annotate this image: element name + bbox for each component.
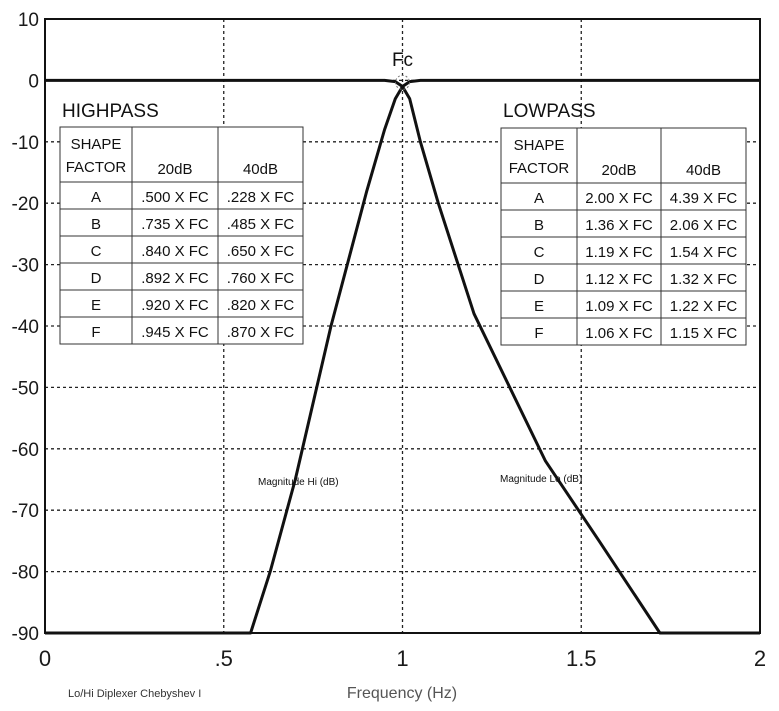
- lowpass-cell: C: [534, 244, 545, 261]
- highpass-cell: D: [91, 270, 102, 287]
- lowpass-header-factor: FACTOR: [509, 160, 570, 177]
- highpass-cell: .485 X FC: [227, 216, 295, 233]
- lowpass-cell: B: [534, 217, 544, 234]
- lowpass-cell: 1.12 X FC: [585, 271, 653, 288]
- lowpass-title: LOWPASS: [503, 101, 596, 122]
- highpass-cell: .945 X FC: [141, 324, 209, 341]
- x-tick-label: 2: [754, 646, 766, 671]
- y-tick-label: -30: [12, 256, 39, 277]
- y-tick-label: -60: [12, 440, 39, 461]
- highpass-cell: .870 X FC: [227, 324, 295, 341]
- curve-label-hi: Magnitude Hi (dB): [258, 477, 339, 488]
- series-line-lo: [45, 78, 760, 635]
- lowpass-cell: 1.22 X FC: [670, 298, 738, 315]
- highpass-cell: A: [91, 189, 101, 206]
- lowpass-cell: 1.54 X FC: [670, 244, 738, 261]
- plot-frame: [44, 18, 761, 634]
- lowpass-header-40db: 40dB: [686, 162, 721, 179]
- highpass-cell: .892 X FC: [141, 270, 209, 287]
- highpass-cell: .840 X FC: [141, 243, 209, 260]
- lowpass-cell: 2.00 X FC: [585, 190, 653, 207]
- lowpass-cell: E: [534, 298, 544, 315]
- axes: 100-10-20-30-40-50-60-70-80-900.5 1 1.5 2: [12, 10, 767, 671]
- x-tick-label: .5: [215, 646, 233, 671]
- x-tick-label: 1: [396, 646, 408, 671]
- highpass-cell: .500 X FC: [141, 189, 209, 206]
- y-tick-label: 10: [18, 10, 39, 31]
- fc-annotation: Fc: [392, 50, 413, 71]
- lowpass-cell: A: [534, 190, 544, 207]
- lowpass-cell: F: [534, 325, 543, 342]
- y-tick-label: -70: [12, 501, 39, 522]
- lowpass-cell: 1.32 X FC: [670, 271, 738, 288]
- fc-marker: [395, 74, 410, 90]
- lowpass-cell: 2.06 X FC: [670, 217, 738, 234]
- highpass-cell: .735 X FC: [141, 216, 209, 233]
- highpass-title: HIGHPASS: [62, 101, 159, 122]
- y-tick-label: -50: [12, 378, 39, 399]
- highpass-header-factor: FACTOR: [66, 159, 127, 176]
- y-tick-label: -80: [12, 563, 39, 584]
- lowpass-header-shape: SHAPE: [514, 137, 565, 154]
- lowpass-cell: D: [534, 271, 545, 288]
- x-tick-label: 1.5: [566, 646, 597, 671]
- highpass-header-20db: 20dB: [157, 161, 192, 178]
- highpass-cell: .760 X FC: [227, 270, 295, 287]
- lowpass-cell: 1.19 X FC: [585, 244, 653, 261]
- series-line-hi: [45, 78, 760, 635]
- curve-label-lo: Magnitude Lo (dB): [500, 474, 582, 485]
- highpass-cell: .650 X FC: [227, 243, 295, 260]
- y-tick-label: -40: [12, 317, 39, 338]
- highpass-cell: F: [91, 324, 100, 341]
- curves: [45, 74, 760, 635]
- highpass-cell: .228 X FC: [227, 189, 295, 206]
- y-tick-label: -90: [12, 624, 39, 645]
- y-tick-label: -20: [12, 194, 39, 215]
- highpass-header-40db: 40dB: [243, 161, 278, 178]
- y-tick-label: -10: [12, 133, 39, 154]
- highpass-cell: E: [91, 297, 101, 314]
- x-tick-label: 0: [39, 646, 51, 671]
- x-axis-label: Frequency (Hz): [347, 685, 457, 702]
- highpass-cell: .920 X FC: [141, 297, 209, 314]
- lowpass-cell: 1.09 X FC: [585, 298, 653, 315]
- footnote: Lo/Hi Diplexer Chebyshev I: [68, 688, 201, 700]
- highpass-header-shape: SHAPE: [71, 136, 122, 153]
- tables: HIGHPASS SHAPE FACTOR 20dB 40dB A .500 X FC .22…: [59, 101, 747, 346]
- lowpass-cell: 1.06 X FC: [585, 325, 653, 342]
- highpass-cell: C: [91, 243, 102, 260]
- highpass-cell: B: [91, 216, 101, 233]
- highpass-cell: .820 X FC: [227, 297, 295, 314]
- lowpass-header-20db: 20dB: [601, 162, 636, 179]
- lowpass-cell: 1.15 X FC: [670, 325, 738, 342]
- lowpass-cell: 1.36 X FC: [585, 217, 653, 234]
- lowpass-cell: 4.39 X FC: [670, 190, 738, 207]
- y-tick-label: 0: [28, 71, 39, 92]
